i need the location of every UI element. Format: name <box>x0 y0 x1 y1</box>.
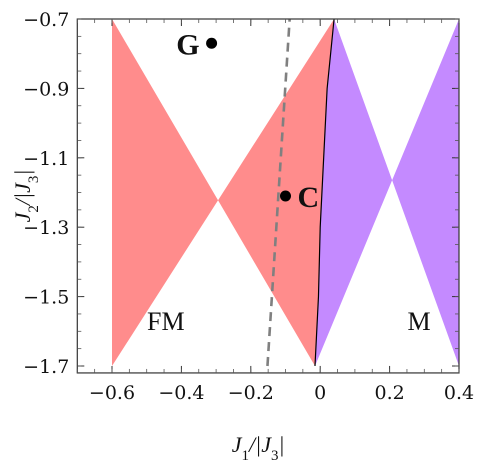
x-tick-label: 0.4 <box>444 382 474 404</box>
y-axis-title: J2/|J3| <box>10 170 42 223</box>
point-label-c: C <box>298 181 320 214</box>
x-axis-title: J1/|J3| <box>232 432 285 461</box>
region-label-fm: FM <box>147 307 185 336</box>
phase-boundary-line <box>314 18 335 367</box>
points-layer: GC <box>176 28 319 214</box>
y-tick-label: −0.9 <box>23 78 69 100</box>
regions-layer <box>112 19 459 366</box>
y-tick-label: −1.1 <box>23 148 69 170</box>
point-label-g: G <box>176 28 199 61</box>
x-tick-label: −0.6 <box>89 382 135 404</box>
lines-layer <box>266 18 335 367</box>
point-marker-c <box>280 190 291 202</box>
x-tick-label: −0.2 <box>228 382 274 404</box>
y-tick-label: −1.5 <box>23 287 69 309</box>
labels-layer: J1/|J3| J2/|J3| FM M <box>10 170 431 461</box>
y-tick-label: −1.7 <box>23 356 69 378</box>
dashed-line <box>266 18 291 367</box>
ticks-layer: −0.6 −0.4 −0.2 0 0.2 0.4 −0.7 −0.9 −1.1 −1.3 −1.5 −… <box>23 9 474 404</box>
x-tick-label: 0 <box>314 382 326 404</box>
y-tick-label: −1.3 <box>23 217 69 239</box>
fm-region <box>112 19 335 366</box>
m-region <box>314 19 459 366</box>
y-tick-label: −0.7 <box>23 9 69 31</box>
x-tick-label: 0.2 <box>374 382 404 404</box>
point-marker-g <box>206 37 218 49</box>
x-tick-label: −0.4 <box>158 382 204 404</box>
region-label-m: M <box>408 307 431 336</box>
